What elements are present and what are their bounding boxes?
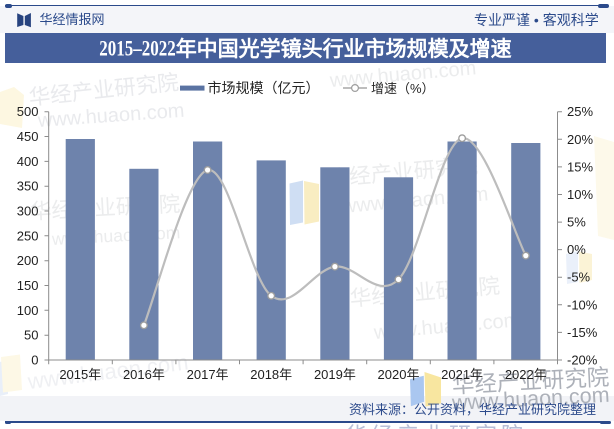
svg-text:2018年: 2018年	[250, 367, 292, 382]
svg-text:0: 0	[31, 353, 38, 368]
svg-text:350: 350	[17, 179, 39, 194]
svg-text:-10%: -10%	[567, 297, 598, 312]
svg-text:20%: 20%	[567, 132, 593, 147]
svg-text:200: 200	[17, 253, 39, 268]
svg-text:450: 450	[17, 129, 39, 144]
svg-text:400: 400	[17, 154, 39, 169]
svg-text:-15%: -15%	[567, 325, 598, 340]
svg-text:增速（%）: 增速（%）	[371, 81, 435, 96]
svg-text:15%: 15%	[567, 159, 593, 174]
svg-text:-20%: -20%	[567, 353, 598, 368]
svg-text:-5%: -5%	[567, 270, 591, 285]
svg-text:2019年: 2019年	[314, 367, 356, 382]
svg-text:300: 300	[17, 204, 39, 219]
svg-text:2022年: 2022年	[505, 367, 547, 382]
svg-text:2016年: 2016年	[123, 367, 165, 382]
svg-text:2020年: 2020年	[378, 367, 420, 382]
svg-text:50: 50	[24, 328, 38, 343]
svg-text:250: 250	[17, 228, 39, 243]
svg-text:5%: 5%	[567, 215, 586, 230]
svg-text:500: 500	[17, 104, 39, 119]
svg-text:150: 150	[17, 278, 39, 293]
svg-text:10%: 10%	[567, 187, 593, 202]
svg-text:2021年: 2021年	[441, 367, 483, 382]
svg-text:100: 100	[17, 303, 39, 318]
svg-text:2015年: 2015年	[59, 367, 101, 382]
svg-text:2017年: 2017年	[187, 367, 229, 382]
svg-text:25%: 25%	[567, 104, 593, 119]
svg-text:0%: 0%	[567, 242, 586, 257]
svg-text:市场规模（亿元）: 市场规模（亿元）	[208, 80, 320, 96]
